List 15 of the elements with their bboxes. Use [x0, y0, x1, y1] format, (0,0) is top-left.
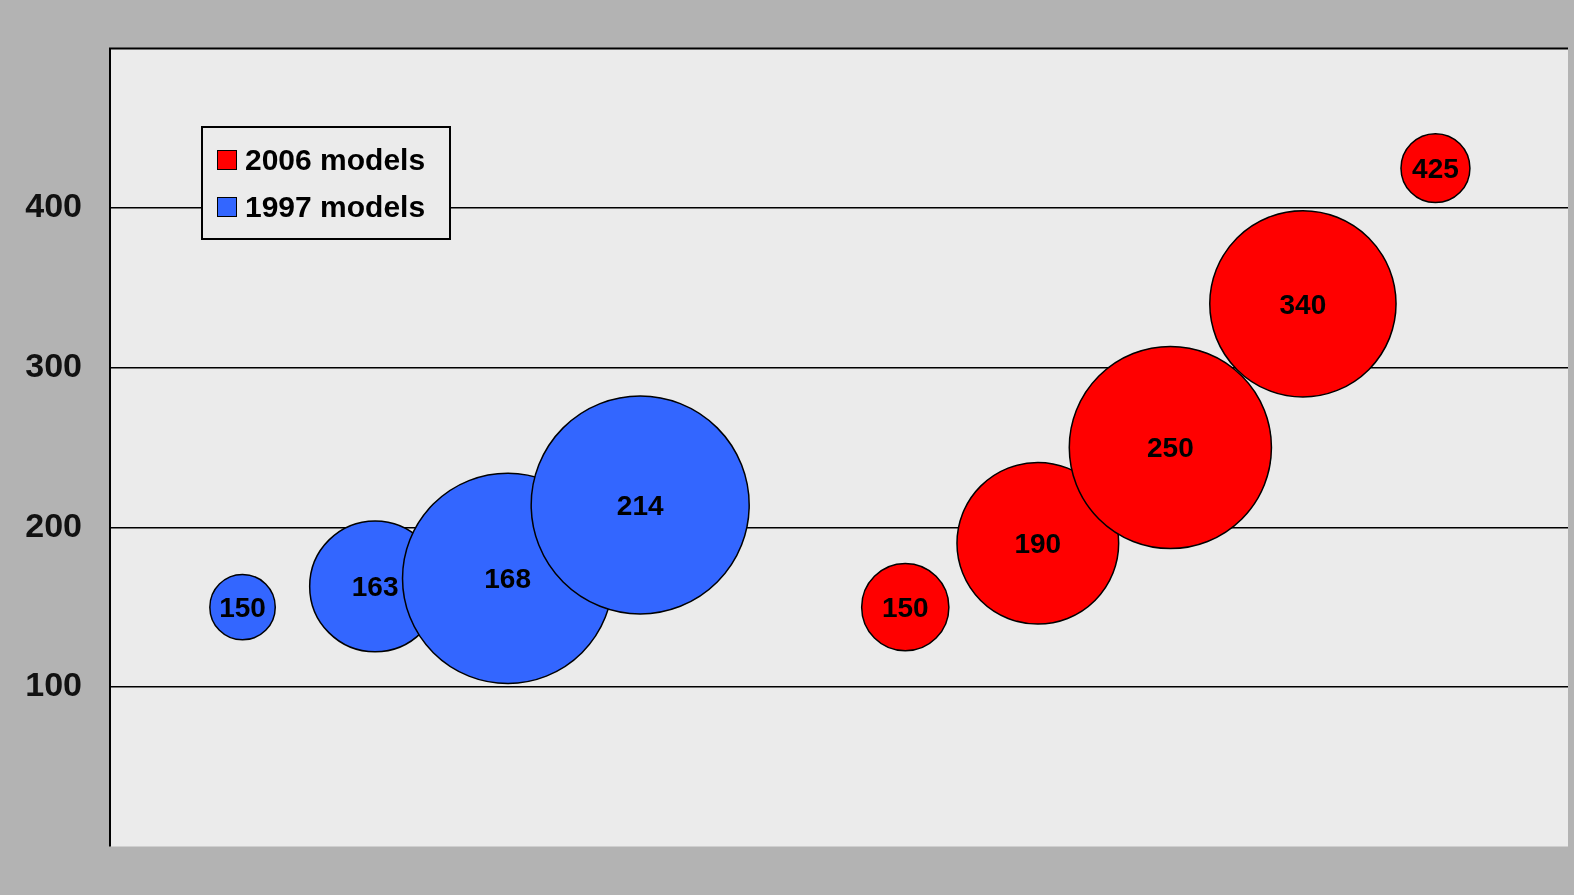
data-label: 340: [1279, 288, 1327, 320]
y-tick-label: 200: [25, 505, 82, 544]
data-label: 150: [219, 591, 266, 623]
y-tick-label: 400: [25, 186, 82, 225]
y-tick-label: 300: [25, 346, 82, 385]
legend-label: 1997 models: [245, 189, 426, 224]
data-label: 168: [484, 563, 531, 595]
y-tick-label: 100: [25, 665, 82, 704]
data-label: 425: [1412, 152, 1459, 184]
data-label: 250: [1147, 432, 1194, 464]
data-label: 214: [616, 489, 664, 521]
data-label: 190: [1014, 528, 1062, 559]
legend-label: 2006 models: [245, 142, 426, 177]
data-label: 150: [881, 591, 929, 623]
data-label: 163: [351, 571, 399, 603]
